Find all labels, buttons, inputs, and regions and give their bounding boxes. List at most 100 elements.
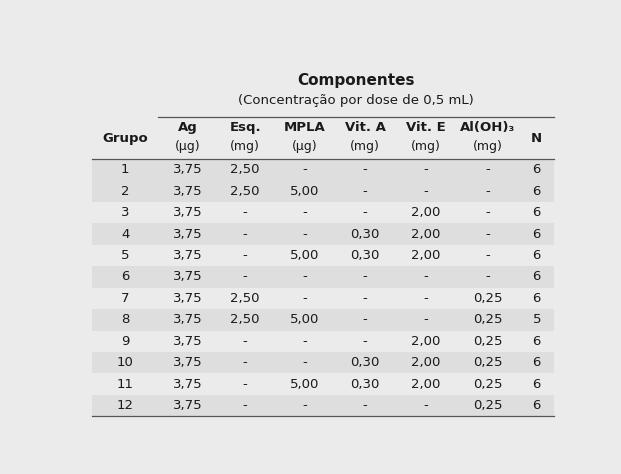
Text: 3,75: 3,75 bbox=[173, 206, 202, 219]
Text: 5,00: 5,00 bbox=[289, 313, 319, 327]
Text: 6: 6 bbox=[121, 271, 129, 283]
Text: 0,25: 0,25 bbox=[473, 335, 502, 348]
Text: -: - bbox=[363, 335, 367, 348]
Bar bbox=[92, 309, 554, 330]
Text: -: - bbox=[243, 399, 248, 412]
Text: 3,75: 3,75 bbox=[173, 378, 202, 391]
Text: 5: 5 bbox=[533, 313, 541, 327]
Text: 6: 6 bbox=[533, 335, 541, 348]
Text: 10: 10 bbox=[117, 356, 134, 369]
Text: -: - bbox=[302, 335, 307, 348]
Bar bbox=[92, 288, 554, 309]
Text: 12: 12 bbox=[117, 399, 134, 412]
Text: 0,25: 0,25 bbox=[473, 399, 502, 412]
Text: 6: 6 bbox=[533, 378, 541, 391]
Text: 6: 6 bbox=[533, 292, 541, 305]
Text: 2,00: 2,00 bbox=[411, 335, 440, 348]
Text: -: - bbox=[363, 185, 367, 198]
Text: -: - bbox=[424, 313, 428, 327]
Text: Vit. A: Vit. A bbox=[345, 121, 386, 135]
Text: Componentes: Componentes bbox=[297, 73, 415, 88]
Text: 2,00: 2,00 bbox=[411, 356, 440, 369]
Text: (mg): (mg) bbox=[473, 140, 502, 153]
Text: 2,50: 2,50 bbox=[230, 163, 260, 176]
Text: MPLA: MPLA bbox=[283, 121, 325, 135]
Text: -: - bbox=[243, 206, 248, 219]
Bar bbox=[92, 223, 554, 245]
Bar bbox=[92, 330, 554, 352]
Bar bbox=[92, 374, 554, 395]
Text: -: - bbox=[302, 206, 307, 219]
Text: 0,25: 0,25 bbox=[473, 292, 502, 305]
Text: 0,25: 0,25 bbox=[473, 356, 502, 369]
Text: 6: 6 bbox=[533, 356, 541, 369]
Text: Esq.: Esq. bbox=[229, 121, 261, 135]
Text: (mg): (mg) bbox=[230, 140, 260, 153]
Text: 4: 4 bbox=[121, 228, 129, 241]
Text: 3,75: 3,75 bbox=[173, 292, 202, 305]
Text: (μg): (μg) bbox=[291, 140, 317, 153]
Text: (μg): (μg) bbox=[175, 140, 200, 153]
Text: -: - bbox=[424, 399, 428, 412]
Text: 3,75: 3,75 bbox=[173, 185, 202, 198]
Text: 3,75: 3,75 bbox=[173, 271, 202, 283]
Text: 3,75: 3,75 bbox=[173, 335, 202, 348]
Text: 9: 9 bbox=[121, 335, 129, 348]
Text: -: - bbox=[363, 313, 367, 327]
Bar bbox=[92, 245, 554, 266]
Text: 5,00: 5,00 bbox=[289, 378, 319, 391]
Bar bbox=[92, 395, 554, 416]
Text: Grupo: Grupo bbox=[102, 132, 148, 145]
Text: -: - bbox=[243, 335, 248, 348]
Text: 1: 1 bbox=[121, 163, 130, 176]
Text: 2,50: 2,50 bbox=[230, 185, 260, 198]
Bar bbox=[92, 159, 554, 181]
Text: 6: 6 bbox=[533, 249, 541, 262]
Text: 2,50: 2,50 bbox=[230, 292, 260, 305]
Bar bbox=[92, 202, 554, 223]
Text: -: - bbox=[363, 271, 367, 283]
Text: (Concentração por dose de 0,5 mL): (Concentração por dose de 0,5 mL) bbox=[238, 93, 474, 107]
Text: 5: 5 bbox=[121, 249, 130, 262]
Text: 2,00: 2,00 bbox=[411, 378, 440, 391]
Text: 2,00: 2,00 bbox=[411, 206, 440, 219]
Text: Al(OH)₃: Al(OH)₃ bbox=[460, 121, 515, 135]
Text: -: - bbox=[485, 271, 490, 283]
Text: -: - bbox=[363, 292, 367, 305]
Text: (mg): (mg) bbox=[410, 140, 440, 153]
Text: -: - bbox=[424, 163, 428, 176]
Text: 6: 6 bbox=[533, 399, 541, 412]
Text: N: N bbox=[531, 132, 542, 145]
Text: -: - bbox=[485, 228, 490, 241]
Text: -: - bbox=[243, 228, 248, 241]
Bar bbox=[92, 181, 554, 202]
Text: -: - bbox=[302, 292, 307, 305]
Text: 2,00: 2,00 bbox=[411, 249, 440, 262]
Text: (mg): (mg) bbox=[350, 140, 380, 153]
Text: -: - bbox=[302, 163, 307, 176]
Text: 0,30: 0,30 bbox=[350, 249, 379, 262]
Text: 0,30: 0,30 bbox=[350, 378, 379, 391]
Text: 6: 6 bbox=[533, 206, 541, 219]
Text: -: - bbox=[363, 163, 367, 176]
Text: -: - bbox=[302, 228, 307, 241]
Text: 8: 8 bbox=[121, 313, 129, 327]
Text: Ag: Ag bbox=[178, 121, 197, 135]
Text: -: - bbox=[424, 271, 428, 283]
Text: 0,30: 0,30 bbox=[350, 228, 379, 241]
Bar bbox=[92, 352, 554, 374]
Text: -: - bbox=[424, 292, 428, 305]
Text: 3,75: 3,75 bbox=[173, 163, 202, 176]
Text: -: - bbox=[485, 185, 490, 198]
Text: -: - bbox=[243, 271, 248, 283]
Text: 3: 3 bbox=[121, 206, 130, 219]
Text: -: - bbox=[302, 356, 307, 369]
Text: 6: 6 bbox=[533, 228, 541, 241]
Text: 6: 6 bbox=[533, 185, 541, 198]
Text: -: - bbox=[363, 399, 367, 412]
Text: -: - bbox=[243, 249, 248, 262]
Text: 2,50: 2,50 bbox=[230, 313, 260, 327]
Text: 2,00: 2,00 bbox=[411, 228, 440, 241]
Text: -: - bbox=[485, 249, 490, 262]
Text: 0,25: 0,25 bbox=[473, 378, 502, 391]
